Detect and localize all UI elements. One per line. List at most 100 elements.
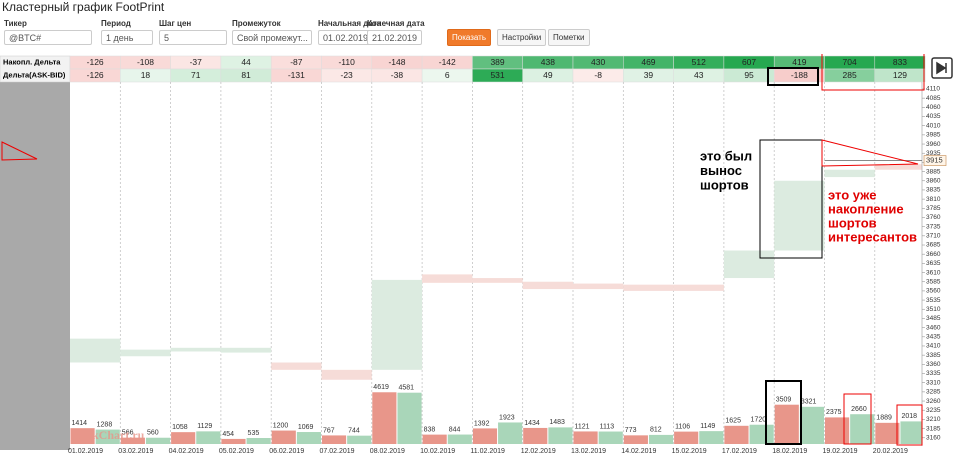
delta-label: 430 xyxy=(591,57,605,67)
price-tick-label: 3785 xyxy=(926,205,941,212)
chart: Накопл. Дельта -126 -108 -37 44 -87 -110 -148 -1… xyxy=(0,54,960,455)
value-area xyxy=(120,349,171,357)
field-input[interactable]: Свой промежут... xyxy=(232,30,312,45)
button[interactable]: Пометки xyxy=(548,29,590,46)
volume-label: 1720 xyxy=(751,417,767,424)
volume-label: 1392 xyxy=(474,420,490,427)
price-tick-label: 3885 xyxy=(926,168,941,175)
price-tick-label: 3360 xyxy=(926,361,941,368)
date-label: 08.02.2019 xyxy=(370,448,405,455)
price-tick-label: 3535 xyxy=(926,297,941,304)
highlight-box xyxy=(767,67,819,86)
price-tick-label: 3660 xyxy=(926,251,941,258)
annotation: шортов xyxy=(700,177,749,192)
price-tick-label: 3985 xyxy=(926,132,941,139)
field-input[interactable]: 21.02.2019 xyxy=(367,30,422,45)
field-input[interactable]: 01.02.2019 xyxy=(318,30,373,45)
volume-bar xyxy=(145,437,171,444)
price-tick-label: 3935 xyxy=(926,150,941,157)
delta-label: 531 xyxy=(490,70,504,80)
delta-label: 43 xyxy=(694,70,704,80)
date-label: 17.02.2019 xyxy=(722,448,757,455)
field-input[interactable]: 5 xyxy=(159,30,227,45)
delta-label: -38 xyxy=(391,70,404,80)
volume-label: 1058 xyxy=(172,424,188,431)
date-label: 19.02.2019 xyxy=(823,448,858,455)
date-label: 12.02.2019 xyxy=(521,448,556,455)
volume-bar xyxy=(472,428,498,444)
volume-label: 3509 xyxy=(776,397,792,404)
price-tick-label: 4035 xyxy=(926,113,941,120)
field-input[interactable]: @BTC# xyxy=(4,30,92,45)
price-tick-label: 4010 xyxy=(926,122,941,129)
price-tick-label: 3635 xyxy=(926,260,941,267)
button[interactable]: Настройки xyxy=(497,29,547,46)
button[interactable]: Показать xyxy=(447,29,492,46)
price-tick-label: 3710 xyxy=(926,233,941,240)
volume-label: 1200 xyxy=(273,422,289,429)
row-label: Дельта(ASK-BID) xyxy=(3,70,66,79)
price-tick-label: 4110 xyxy=(926,86,940,93)
volume-label: 844 xyxy=(449,426,461,433)
price-tick-label: 3485 xyxy=(926,315,941,322)
delta-label: 469 xyxy=(641,57,655,67)
value-area xyxy=(321,369,372,380)
volume-bar xyxy=(171,432,196,444)
volume-bar xyxy=(648,434,674,444)
price-tick-label: 3310 xyxy=(926,379,941,386)
field-label: Шаг цен xyxy=(159,19,192,28)
value-area xyxy=(824,169,875,178)
volume-label: 1121 xyxy=(575,423,590,430)
delta-label: 833 xyxy=(893,57,907,67)
volume-bar xyxy=(598,431,623,444)
price-tick-label: 3685 xyxy=(926,242,941,249)
volume-label: 1923 xyxy=(499,414,515,421)
date-label: 05.02.2019 xyxy=(219,448,254,455)
date-label: 20.02.2019 xyxy=(873,448,908,455)
volume-bar xyxy=(875,422,900,444)
date-label: 06.02.2019 xyxy=(269,448,304,455)
volume-label: 767 xyxy=(323,427,335,434)
annotation: это уже xyxy=(828,187,876,202)
field-input[interactable]: 1 день xyxy=(101,30,153,45)
volume-bar xyxy=(498,422,523,444)
profile-panel xyxy=(0,82,70,450)
price-tick-label: 3835 xyxy=(926,187,941,194)
price-tick-label: 3510 xyxy=(926,306,941,313)
volume-label: 773 xyxy=(625,427,637,434)
field-label: Период xyxy=(101,19,131,28)
price-tick-label: 3185 xyxy=(926,425,941,432)
volume-bar xyxy=(523,427,548,444)
value-area xyxy=(422,274,473,283)
highlight-box xyxy=(843,393,872,445)
delta-label: 438 xyxy=(541,57,555,67)
volume-label: 4619 xyxy=(373,384,389,391)
delta-label: 49 xyxy=(543,70,553,80)
volume-bar xyxy=(95,429,120,444)
annotation: это был xyxy=(700,148,752,163)
date-label: 04.02.2019 xyxy=(169,448,204,455)
value-area xyxy=(170,347,221,352)
annotation: интересантов xyxy=(828,229,917,244)
value-area xyxy=(271,362,322,370)
volume-label: 2660 xyxy=(851,406,867,413)
price-tick-label: 3810 xyxy=(926,196,941,203)
value-area xyxy=(774,180,825,251)
volume-label: 1106 xyxy=(675,423,690,430)
volume-bar xyxy=(196,431,221,444)
field-label: Конечная дата xyxy=(367,19,425,28)
delta-label: -126 xyxy=(87,70,104,80)
volume-label: 1069 xyxy=(298,424,314,431)
volume-label: 3321 xyxy=(801,399,817,406)
delta-label: 389 xyxy=(490,57,504,67)
current-price-label: 3915 xyxy=(926,156,943,165)
delta-label: 704 xyxy=(843,57,857,67)
price-tick-label: 3560 xyxy=(926,288,941,295)
delta-label: -142 xyxy=(439,57,456,67)
volume-label: 1288 xyxy=(97,421,113,428)
value-area xyxy=(371,279,423,370)
volume-label: 1889 xyxy=(876,415,892,422)
price-tick-label: 3960 xyxy=(926,141,941,148)
volume-label: 1625 xyxy=(725,418,741,425)
value-area xyxy=(573,283,624,290)
